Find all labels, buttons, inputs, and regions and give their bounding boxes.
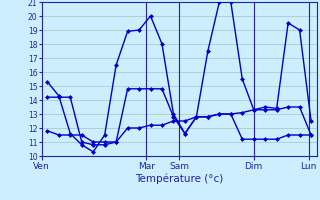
X-axis label: Température (°c): Température (°c) xyxy=(135,173,223,184)
